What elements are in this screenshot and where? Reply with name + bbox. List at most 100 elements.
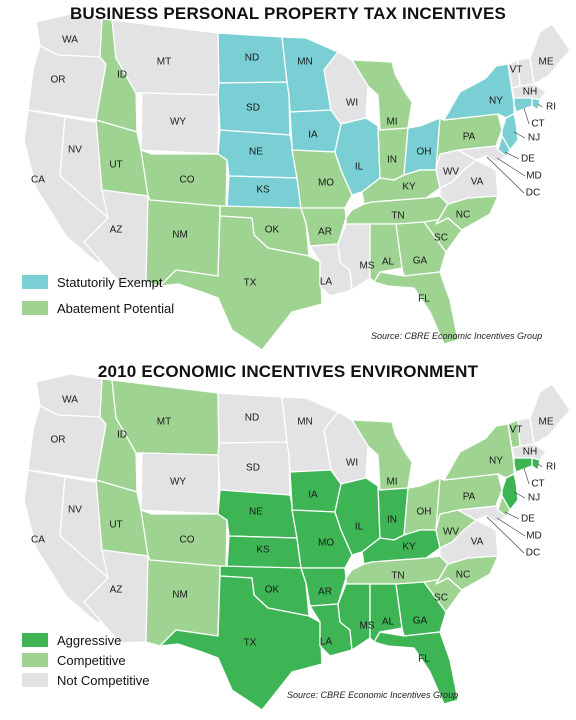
state-label-al: AL — [382, 257, 395, 268]
legend-label: Abatement Potential — [57, 300, 175, 316]
state-label-nv: NV — [68, 505, 82, 516]
state-label-nm: NM — [172, 590, 188, 601]
state-label-wy: WY — [170, 117, 186, 128]
state-me — [529, 23, 571, 85]
state-label-wv: WV — [443, 167, 459, 178]
leader-line-de — [504, 511, 520, 520]
state-label-va: VA — [471, 177, 484, 188]
state-label-ar: AR — [318, 587, 332, 598]
state-label-ri: RI — [546, 102, 556, 113]
state-label-tn: TN — [391, 211, 404, 222]
state-label-ky: KY — [402, 542, 416, 553]
state-md — [457, 145, 507, 163]
state-label-ut: UT — [109, 520, 122, 531]
state-in — [377, 485, 409, 541]
state-label-sc: SC — [434, 233, 448, 244]
state-label-ar: AR — [318, 227, 332, 238]
state-label-ok: OK — [265, 585, 280, 596]
state-label-ga: GA — [413, 256, 428, 267]
legend-swatch-abatement — [22, 301, 48, 315]
state-label-tx: TX — [244, 638, 257, 649]
state-label-mo: MO — [318, 178, 334, 189]
state-label-tx: TX — [244, 278, 257, 289]
state-label-me: ME — [539, 417, 554, 428]
state-label-ct: CT — [531, 479, 544, 490]
state-ri — [531, 457, 541, 471]
map-legend: Aggressive Competitive Not Competitive — [22, 630, 149, 690]
leader-line-md — [496, 517, 526, 537]
state-label-vt: VT — [510, 425, 523, 436]
state-label-oh: OH — [417, 147, 432, 158]
legend-label: Not Competitive — [57, 672, 150, 688]
state-tx — [159, 215, 323, 351]
leader-line-nj — [513, 131, 526, 139]
state-label-al: AL — [382, 617, 395, 628]
state-label-fl: FL — [418, 294, 430, 305]
state-label-ny: NY — [489, 456, 503, 467]
state-label-wa: WA — [62, 395, 78, 406]
legend-item-exempt: Statutorily Exempt — [22, 272, 174, 292]
state-or — [27, 405, 107, 481]
state-labels: WA OR CA NV ID MT WY UT AZ CO NM ND SD NE KS OK TX MN IA MO… — [31, 35, 556, 305]
state-label-or: OR — [51, 75, 66, 86]
leader-line-dc — [486, 516, 525, 554]
state-ri — [531, 97, 541, 111]
state-label-dc: DC — [526, 188, 540, 199]
state-label-in: IN — [387, 155, 397, 166]
state-label-sc: SC — [434, 593, 448, 604]
leader-line-ct — [523, 467, 530, 485]
state-or — [27, 45, 107, 121]
state-label-nv: NV — [68, 145, 82, 156]
state-label-oh: OH — [417, 507, 432, 518]
state-label-nh: NH — [523, 87, 537, 98]
state-label-ky: KY — [402, 182, 416, 193]
state-ct — [513, 97, 533, 113]
state-label-tn: TN — [391, 571, 404, 582]
state-tx — [159, 575, 323, 711]
state-nj — [501, 473, 519, 511]
state-shapes — [23, 13, 571, 351]
state-mi — [351, 419, 413, 491]
state-label-fl: FL — [418, 654, 430, 665]
state-label-ms: MS — [360, 621, 375, 632]
state-label-la: LA — [320, 277, 333, 288]
state-label-ut: UT — [109, 160, 122, 171]
state-label-me: ME — [539, 57, 554, 68]
leader-line-de — [504, 151, 520, 160]
state-label-mn: MN — [297, 57, 313, 68]
state-fl — [373, 271, 459, 345]
state-label-ga: GA — [413, 616, 428, 627]
state-label-mn: MN — [297, 417, 313, 428]
state-label-ks: KS — [256, 185, 270, 196]
state-label-vt: VT — [510, 65, 523, 76]
legend-label: Statutorily Exempt — [57, 274, 163, 290]
state-label-nd: ND — [245, 413, 259, 424]
state-label-ne: NE — [249, 507, 263, 518]
source-note: Source: CBRE Economic Incentives Group — [371, 331, 543, 341]
state-label-nc: NC — [456, 210, 470, 221]
state-label-wi: WI — [346, 458, 358, 469]
state-label-ne: NE — [249, 147, 263, 158]
state-label-nj: NJ — [528, 133, 540, 144]
legend-swatch-exempt — [22, 275, 48, 289]
state-label-wa: WA — [62, 35, 78, 46]
state-label-nc: NC — [456, 570, 470, 581]
map-title: BUSINESS PERSONAL PROPERTY TAX INCENTIVE… — [69, 4, 507, 23]
map-panel-incentives-environment: WA OR CA NV ID MT WY UT AZ CO NM ND SD NE KS OK TX MN IA MO… — [0, 360, 576, 720]
state-label-de: DE — [521, 154, 535, 165]
state-shapes — [23, 373, 571, 711]
state-wi — [323, 51, 369, 125]
state-label-md: MD — [526, 531, 542, 542]
state-label-in: IN — [387, 515, 397, 526]
legend-item-competitive: Competitive — [22, 650, 149, 670]
leader-line-nj — [513, 491, 526, 499]
state-label-ms: MS — [360, 261, 375, 272]
state-label-sd: SD — [246, 463, 260, 474]
state-label-dc: DC — [526, 548, 540, 559]
state-label-or: OR — [51, 435, 66, 446]
state-me — [529, 383, 571, 445]
state-label-nh: NH — [523, 447, 537, 458]
legend-item-aggressive: Aggressive — [22, 630, 149, 650]
legend-item-not-competitive: Not Competitive — [22, 670, 149, 690]
state-label-nd: ND — [245, 53, 259, 64]
